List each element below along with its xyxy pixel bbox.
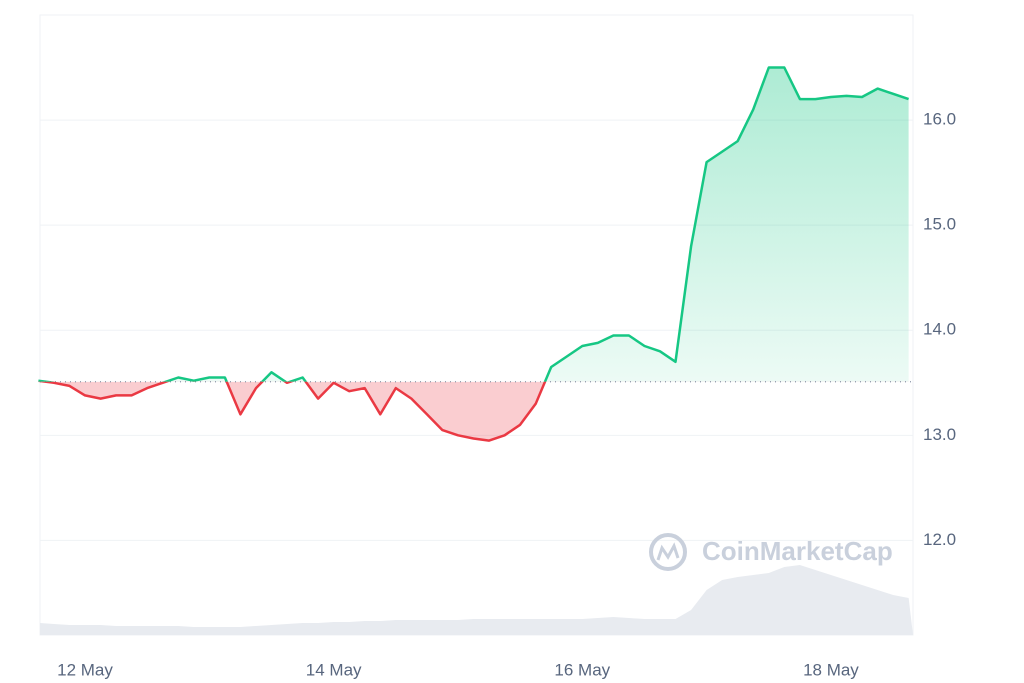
y-tick-label: 14.0 [923,320,956,339]
x-tick-label: 12 May [57,660,113,679]
x-tick-label: 18 May [803,660,859,679]
area-above [38,67,909,382]
volume-area [40,565,913,635]
x-tick-label: 16 May [554,660,610,679]
price-line-below [38,381,547,442]
y-tick-label: 15.0 [923,215,956,234]
y-tick-label: 13.0 [923,425,956,444]
area-below [38,381,909,441]
price-line-above [38,66,910,382]
watermark-text: CoinMarketCap [702,536,893,566]
y-tick-label: 16.0 [923,110,956,129]
watermark: CoinMarketCap [649,533,893,571]
x-tick-label: 14 May [306,660,362,679]
y-tick-label: 12.0 [923,530,956,549]
